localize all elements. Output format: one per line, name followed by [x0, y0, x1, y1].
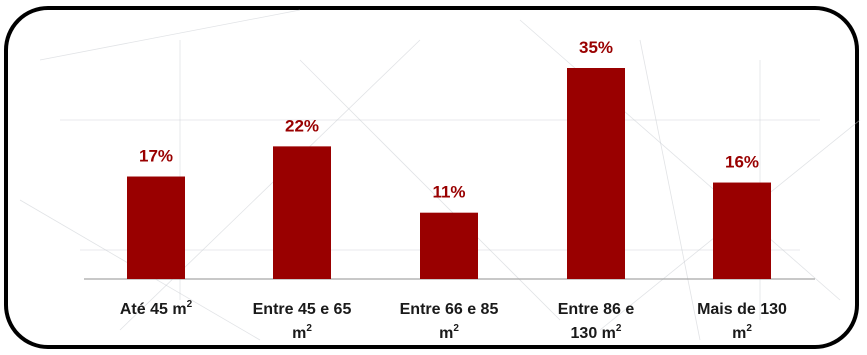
bar-value-label: 11%	[432, 183, 465, 202]
category-label: Mais de 130 m2	[697, 301, 787, 342]
category-label: Entre 45 e 65 m2	[253, 301, 352, 342]
bar	[127, 176, 185, 279]
bar	[420, 212, 478, 279]
bar-value-label: 22%	[285, 116, 319, 135]
category-labels-group: Até 45 m2 Entre 45 e 65 m2 Entre 66 e 85 m2 E…	[120, 299, 787, 342]
bar	[273, 146, 331, 279]
category-label: Entre 86 e 130 m2	[558, 301, 635, 342]
bars-group	[127, 68, 771, 279]
blueprint-stroke	[39, 9, 301, 61]
category-label: Até 45 m2	[120, 299, 193, 318]
bar-value-label: 16%	[725, 153, 759, 172]
bar	[567, 68, 625, 279]
category-label: Entre 66 e 85 m2	[400, 301, 499, 342]
bar	[713, 182, 771, 279]
bar-value-label: 35%	[579, 38, 613, 57]
blueprint-stroke	[639, 39, 701, 341]
value-labels-group: 17% 22% 11% 35% 16%	[139, 38, 759, 202]
bar-value-label: 17%	[139, 147, 173, 166]
blueprint-stroke	[119, 39, 421, 331]
blueprint-background	[19, 9, 861, 341]
blueprint-stroke	[299, 59, 561, 321]
blueprint-stroke	[519, 19, 841, 301]
